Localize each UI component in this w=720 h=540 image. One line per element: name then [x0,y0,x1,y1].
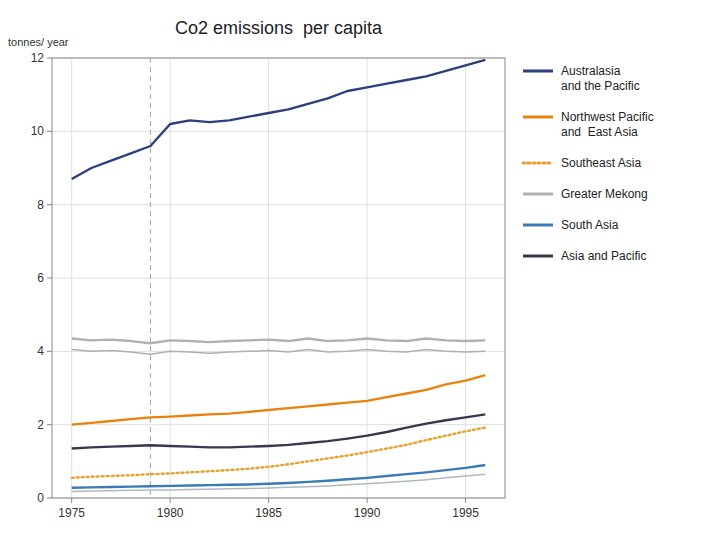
tick-label: 2 [37,418,44,432]
tick-mark [170,498,171,503]
legend-swatch [523,193,553,196]
grid [52,58,505,498]
tick-mark [47,498,52,499]
tick-mark [47,278,52,279]
tick-mark [268,498,269,503]
axes: 0 2 4 6 8 10 12 1975 1980 1985 1990 1995 [31,51,505,520]
grid-line [268,58,269,498]
grid-line [52,204,505,205]
plot-data [72,58,486,498]
tick-label: 12 [31,51,45,65]
legend-label-line: and East Asia [561,125,638,139]
tick-mark [47,58,52,59]
tick-mark [47,351,52,352]
tick-label: 4 [37,344,44,358]
plot-frame [52,58,505,498]
legend-swatch [523,162,553,165]
grid-line [71,58,72,498]
tick-label: 1985 [255,506,282,520]
series-line [72,339,486,344]
tick-mark [71,498,72,503]
reference-line [150,58,151,498]
legend-label: Asia and Pacific [561,249,646,263]
tick-mark [465,498,466,503]
legend: Australasiaand the Pacific Northwest Paci… [523,64,654,263]
grid-line [52,131,505,132]
grid-line [367,58,368,498]
legend-label: South Asia [561,218,619,232]
legend-label-line: Northwest Pacific [561,110,654,124]
tick-mark [47,131,52,132]
chart: 0 2 4 6 8 10 12 1975 1980 1985 1990 1995 Co2 emissio… [0,0,720,540]
tick-label: 6 [37,271,44,285]
series-line [72,60,486,179]
legend-label-line: Asia and Pacific [561,249,646,263]
tick-mark [367,498,368,503]
legend-swatch [523,224,553,227]
legend-label: Southeast Asia [561,156,641,170]
grid-line [52,278,505,279]
tick-label: 8 [37,198,44,212]
tick-label: 10 [31,124,45,138]
tick-label: 1980 [157,506,184,520]
legend-label: Northwest Pacificand East Asia [561,110,654,139]
legend-label-line: South Asia [561,218,619,232]
legend-label: Australasiaand the Pacific [561,64,640,93]
legend-label-line: Greater Mekong [561,187,648,201]
tick-label: 1995 [452,506,479,520]
y-axis-label: tonnes/ year [8,36,69,48]
legend-label-line: and the Pacific [561,79,640,93]
background [0,0,720,540]
legend-swatch [523,70,553,73]
tick-mark [47,424,52,425]
legend-label: Greater Mekong [561,187,648,201]
series-line [72,428,486,478]
tick-label: 1975 [58,506,85,520]
tick-mark [47,204,52,205]
series-line [72,350,486,355]
legend-label-line: Australasia [561,64,621,78]
tick-label: 0 [37,491,44,505]
legend-swatch [523,116,553,119]
series-line [72,465,486,488]
grid-line [52,424,505,425]
legend-label-line: Southeast Asia [561,156,641,170]
series-line [72,375,486,425]
title: Co2 emissions per capita [175,18,383,38]
tick-label: 1990 [354,506,381,520]
legend-swatch [523,255,553,258]
